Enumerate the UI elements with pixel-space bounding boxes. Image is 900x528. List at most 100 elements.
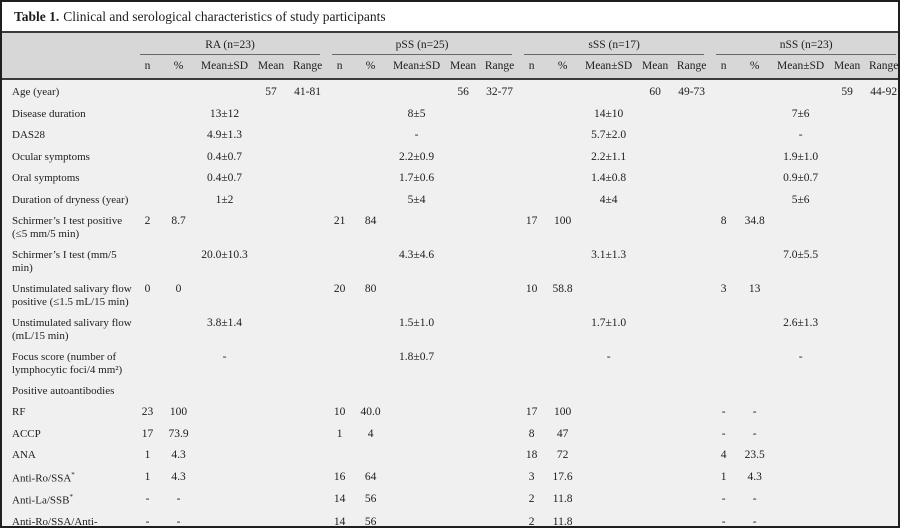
cell-value <box>637 511 674 526</box>
row-label: Anti-Ro/SSA/Anti-La/SSB* <box>2 511 134 526</box>
cell-value <box>518 313 546 348</box>
cell-value <box>253 245 289 280</box>
cell-value <box>353 381 389 403</box>
row-label: Schirmer’s I test positive (≤5 mm/5 min) <box>2 211 134 246</box>
group-header-row: RA (n=23) pSS (n=25) sSS (n=17) nSS (n=2… <box>2 33 898 55</box>
table-row: Focus score (number of lymphocytic foci/… <box>2 347 898 382</box>
section-row: Positive autoantibodies <box>2 381 898 403</box>
table-row: DAS28 4.9±1.3 - 5.7±2.0 - <box>2 125 898 147</box>
cell-value <box>289 168 327 190</box>
row-label: ANA <box>2 445 134 467</box>
cell-value: - <box>134 511 161 526</box>
cell-value <box>196 445 253 467</box>
cell-value: 20 <box>326 279 354 314</box>
cell-value <box>161 381 196 403</box>
cell-value <box>710 125 738 147</box>
cell-value: - <box>580 347 638 382</box>
row-label: Duration of dryness (year) <box>2 189 134 212</box>
cell-value: 1 <box>326 423 354 446</box>
cell-value <box>161 347 196 382</box>
cell-value <box>637 423 674 446</box>
cell-value <box>445 146 482 169</box>
cell-value: 17 <box>518 402 546 424</box>
col-mean: Mean <box>637 55 674 80</box>
cell-value <box>481 402 519 424</box>
cell-value: 1 <box>134 445 161 467</box>
table-row: Schirmer’s I test positive (≤5 mm/5 min)… <box>2 211 898 246</box>
col-range: Range <box>865 55 898 80</box>
cell-value: 4.3±4.6 <box>388 245 446 280</box>
cell-value <box>518 103 546 126</box>
cell-value <box>673 313 711 348</box>
cell-value <box>326 381 354 403</box>
row-label: Disease duration <box>2 103 134 126</box>
cell-value <box>481 103 519 126</box>
cell-value <box>673 347 711 382</box>
col-meansd: Mean±SD <box>388 55 446 80</box>
cell-value <box>772 489 830 512</box>
table-row: ACCP 17 73.9 1 4 8 47 - - <box>2 423 898 446</box>
cell-value <box>481 381 519 403</box>
cell-value <box>865 279 898 314</box>
cell-value <box>637 125 674 147</box>
cell-value <box>737 347 773 382</box>
col-pct: % <box>545 55 581 80</box>
row-label: Anti-Ro/SSA* <box>2 466 134 490</box>
table-row: Anti-Ro/SSA* 1 4.3 16 64 3 17.6 1 4.3 <box>2 466 898 490</box>
cell-value: 10 <box>326 402 354 424</box>
cell-value <box>161 125 196 147</box>
cell-value <box>196 79 253 104</box>
cell-value <box>134 79 161 104</box>
cell-value <box>710 103 738 126</box>
table-body: Age (year) 57 41-81 56 32-77 60 49-73 59 44-92 Di… <box>2 79 898 526</box>
cell-value <box>865 381 898 403</box>
cell-value <box>580 211 638 246</box>
cell-value <box>637 189 674 212</box>
cell-value: - <box>737 511 773 526</box>
cell-value <box>637 245 674 280</box>
cell-value <box>253 168 289 190</box>
cell-value <box>388 466 446 490</box>
cell-value <box>134 146 161 169</box>
col-mean: Mean <box>253 55 289 80</box>
cell-value <box>196 511 253 526</box>
cell-value <box>829 211 866 246</box>
row-label: Focus score (number of lymphocytic foci/… <box>2 347 134 382</box>
cell-value: 80 <box>353 279 389 314</box>
cell-value <box>865 103 898 126</box>
cell-value <box>772 279 830 314</box>
cell-value <box>161 79 196 104</box>
cell-value <box>829 381 866 403</box>
cell-value <box>545 103 581 126</box>
cell-value <box>353 146 389 169</box>
cell-value <box>518 245 546 280</box>
cell-value <box>196 489 253 512</box>
cell-value <box>289 103 327 126</box>
cell-value <box>673 489 711 512</box>
cell-value: - <box>161 489 196 512</box>
col-range: Range <box>481 55 519 80</box>
cell-value: 17 <box>134 423 161 446</box>
table-row: Oral symptoms 0.4±0.7 1.7±0.6 1.4±0.8 0.9±0.… <box>2 168 898 190</box>
cell-value: 14±10 <box>580 103 638 126</box>
cell-value <box>445 313 482 348</box>
cell-value: 5.7±2.0 <box>580 125 638 147</box>
cell-value <box>865 402 898 424</box>
cell-value: 0.9±0.7 <box>772 168 830 190</box>
col-pct: % <box>161 55 196 80</box>
cell-value: 64 <box>353 466 389 490</box>
row-label: Unstimulated salivary flow positive (≤1.… <box>2 279 134 314</box>
col-pct: % <box>737 55 773 80</box>
cell-value <box>637 279 674 314</box>
cell-value: 14 <box>326 489 354 512</box>
cell-value: 1.7±0.6 <box>388 168 446 190</box>
cell-value: 0.4±0.7 <box>196 146 253 169</box>
col-meansd: Mean±SD <box>772 55 830 80</box>
cell-value: 13 <box>737 279 773 314</box>
cell-value <box>134 189 161 212</box>
cell-value <box>481 511 519 526</box>
cell-value <box>829 466 866 490</box>
cell-value: 10 <box>518 279 546 314</box>
cell-value <box>637 347 674 382</box>
cell-value <box>580 466 638 490</box>
